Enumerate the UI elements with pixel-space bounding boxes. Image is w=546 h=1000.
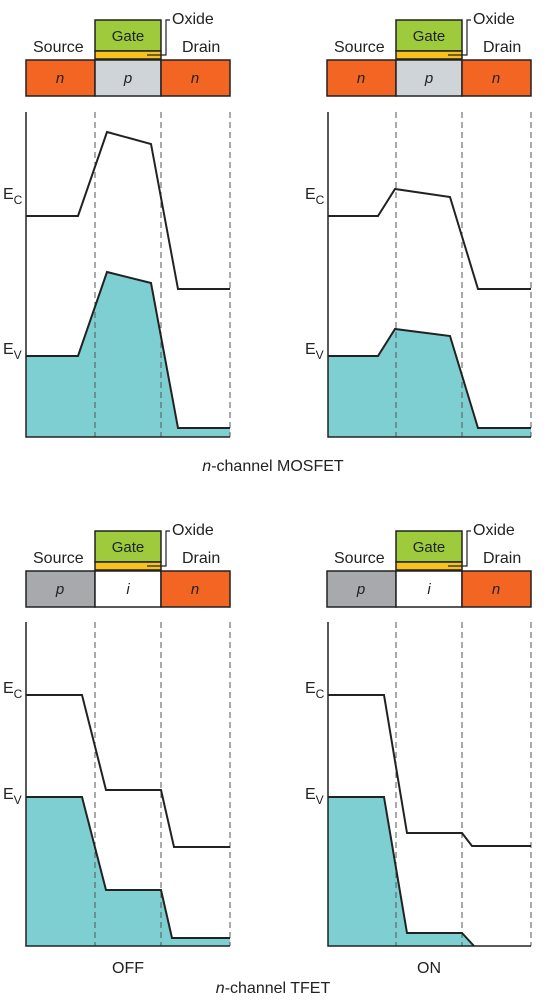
valence-band-fill (26, 272, 230, 437)
oxide-label: Oxide (473, 522, 515, 539)
device-schematic: Gate Oxide Source Drain n p n (326, 11, 532, 97)
band-plot: EC EV (305, 622, 532, 947)
tfet-caption: n-channel TFET (216, 980, 331, 997)
ev-label: EV (3, 341, 22, 362)
segment-channel-label: i (427, 581, 431, 598)
gate-block (395, 19, 463, 52)
drain-label: Drain (483, 39, 521, 56)
gate-block (395, 530, 463, 563)
conduction-band (328, 694, 531, 847)
ev-label: EV (3, 786, 22, 807)
axes (25, 622, 230, 947)
valence-band-fill (26, 797, 230, 946)
off-label: OFF (112, 960, 144, 977)
segment-source (25, 570, 96, 608)
axes (327, 112, 531, 438)
oxide-leader-line (448, 19, 471, 56)
segment-drain-label: n (492, 581, 500, 598)
drain-label: Drain (182, 39, 220, 56)
segment-drain (160, 59, 231, 97)
ec-label: EC (305, 186, 325, 207)
segment-source-label: n (357, 70, 365, 87)
segment-channel (395, 570, 463, 608)
segment-source-label: n (56, 70, 64, 87)
conduction-band (26, 130, 230, 290)
panel-tfet-on: Gate Oxide Source Drain p i n EC EV ON (305, 522, 532, 977)
source-label: Source (334, 550, 385, 567)
oxide-label: Oxide (473, 11, 515, 28)
valence-band (328, 796, 475, 947)
oxide-leader-line (147, 19, 170, 56)
valence-band (328, 327, 531, 429)
panel-mosfet-on: Gate Oxide Source Drain n p n EC EV (305, 11, 532, 438)
gate-block (94, 530, 162, 563)
segment-channel-label: i (126, 581, 130, 598)
ec-label: EC (305, 680, 325, 701)
panel-tfet-off: Gate Oxide Source Drain p i n EC EV OFF (3, 522, 231, 977)
band-plot: EC EV (3, 112, 231, 438)
valence-band-fill (328, 797, 474, 946)
segment-drain-label: n (191, 70, 199, 87)
drain-label: Drain (182, 550, 220, 567)
segment-channel-label: p (424, 70, 433, 87)
device-schematic: Gate Oxide Source Drain n p n (25, 11, 231, 97)
oxide-label: Oxide (172, 522, 214, 539)
panel-mosfet-off: Gate Oxide Source Drain n p n EC EV (3, 11, 231, 438)
axes (327, 622, 531, 947)
segment-drain-label: n (492, 70, 500, 87)
segment-channel (94, 59, 162, 97)
gate-label: Gate (112, 539, 145, 556)
valence-band-fill (328, 329, 531, 437)
valence-band (26, 796, 230, 939)
axes (25, 112, 230, 438)
segment-source (326, 570, 397, 608)
band-plot: EC EV (305, 112, 532, 438)
segment-source (326, 59, 397, 97)
segment-drain (461, 570, 532, 608)
gate-label: Gate (413, 28, 446, 45)
ev-label: EV (305, 341, 324, 362)
segment-channel-label: p (123, 70, 132, 87)
ec-label: EC (3, 186, 23, 207)
segment-source-label: p (55, 581, 64, 598)
oxide-leader-line (448, 530, 471, 567)
segment-drain (461, 59, 532, 97)
source-label: Source (334, 39, 385, 56)
drain-label: Drain (483, 550, 521, 567)
band-plot: EC EV (3, 622, 231, 947)
gate-label: Gate (112, 28, 145, 45)
on-label: ON (417, 960, 441, 977)
mosfet-caption: n-channel MOSFET (202, 458, 344, 475)
segment-source-label: p (356, 581, 365, 598)
segment-channel (395, 59, 463, 97)
ev-label: EV (305, 786, 324, 807)
segment-drain (160, 570, 231, 608)
segment-drain-label: n (191, 581, 199, 598)
oxide-label: Oxide (172, 11, 214, 28)
ec-label: EC (3, 680, 23, 701)
gate-label: Gate (413, 539, 446, 556)
device-schematic: Gate Oxide Source Drain p i n (25, 522, 231, 608)
gate-block (94, 19, 162, 52)
source-label: Source (33, 550, 84, 567)
device-schematic: Gate Oxide Source Drain p i n (326, 522, 532, 608)
valence-band (26, 270, 230, 429)
conduction-band (328, 187, 531, 290)
oxide-leader-line (147, 530, 170, 567)
segment-source (25, 59, 96, 97)
conduction-band (26, 694, 230, 848)
source-label: Source (33, 39, 84, 56)
